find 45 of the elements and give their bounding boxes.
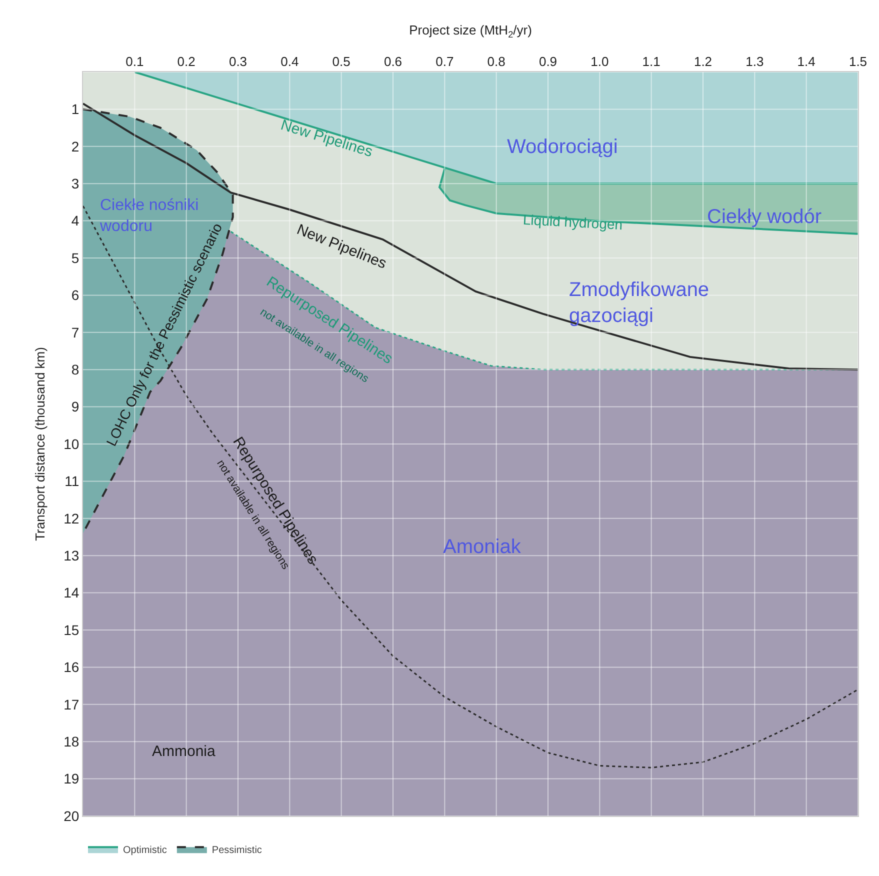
- annotation: Amoniak: [443, 536, 522, 558]
- y-tick-label: 15: [64, 622, 80, 638]
- annotation: Ammonia: [152, 743, 216, 760]
- y-tick-label: 18: [64, 734, 80, 750]
- y-tick-label: 11: [64, 473, 80, 490]
- x-tick-label: 1.5: [848, 54, 868, 69]
- annotation: Ciekły wodór: [707, 206, 822, 228]
- y-tick-label: 8: [71, 362, 80, 378]
- x-tick-label: 1.0: [590, 54, 609, 69]
- x-tick-label: 0.9: [538, 54, 558, 69]
- x-tick-label: 0.6: [384, 54, 402, 69]
- y-tick-label: 14: [64, 584, 80, 601]
- annotation: Zmodyfikowane gazociągi: [569, 279, 710, 327]
- x-tick-label: 0.2: [177, 54, 196, 69]
- y-tick-label: 20: [64, 808, 80, 824]
- y-tick-label: 17: [64, 696, 80, 712]
- x-tick-label: 0.1: [126, 54, 144, 69]
- y-tick-label: 3: [71, 176, 80, 192]
- x-tick-label: 1.4: [797, 54, 816, 69]
- y-tick-label: 2: [71, 138, 80, 154]
- x-tick-label: 0.3: [228, 54, 248, 69]
- y-tick-label: 5: [71, 250, 80, 266]
- y-tick-label: 1: [71, 101, 80, 118]
- y-axis-title: Transport distance (thousand km): [32, 347, 48, 541]
- x-tick-label: 0.4: [280, 54, 299, 69]
- x-tick-label: 1.1: [642, 54, 660, 69]
- y-tick-label: 10: [64, 436, 80, 452]
- x-tick-label: 1.2: [694, 54, 712, 69]
- annotation: Wodorociągi: [507, 136, 618, 158]
- y-tick-label: 19: [64, 770, 80, 787]
- y-tick-label: 12: [64, 510, 80, 526]
- y-tick-label: 6: [71, 287, 80, 304]
- x-tick-label: 0.8: [487, 54, 506, 69]
- x-tick-label: 0.7: [436, 54, 454, 69]
- y-tick-label: 13: [64, 548, 80, 564]
- annotation: Liquid hydrogen: [522, 211, 623, 233]
- y-tick-label: 16: [64, 659, 80, 676]
- legend-label: Optimistic: [123, 845, 167, 856]
- x-axis-title: Project size (MtH$_{2}$/yr): [409, 22, 532, 40]
- x-tick-label: 1.3: [746, 54, 764, 69]
- y-tick-label: 7: [71, 324, 80, 340]
- y-tick-label: 9: [71, 398, 80, 415]
- y-tick-label: 4: [71, 212, 80, 229]
- x-tick-label: 0.5: [332, 54, 350, 69]
- legend-label: Pessimistic: [212, 845, 262, 856]
